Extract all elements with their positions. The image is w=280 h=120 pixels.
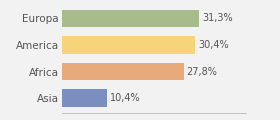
Bar <box>62 63 184 80</box>
Text: 31,3%: 31,3% <box>202 13 233 23</box>
Text: 30,4%: 30,4% <box>198 40 229 50</box>
Bar <box>62 10 199 27</box>
Text: 10,4%: 10,4% <box>110 93 141 103</box>
Bar <box>62 36 195 54</box>
Text: 27,8%: 27,8% <box>186 66 218 77</box>
Bar <box>62 90 107 107</box>
